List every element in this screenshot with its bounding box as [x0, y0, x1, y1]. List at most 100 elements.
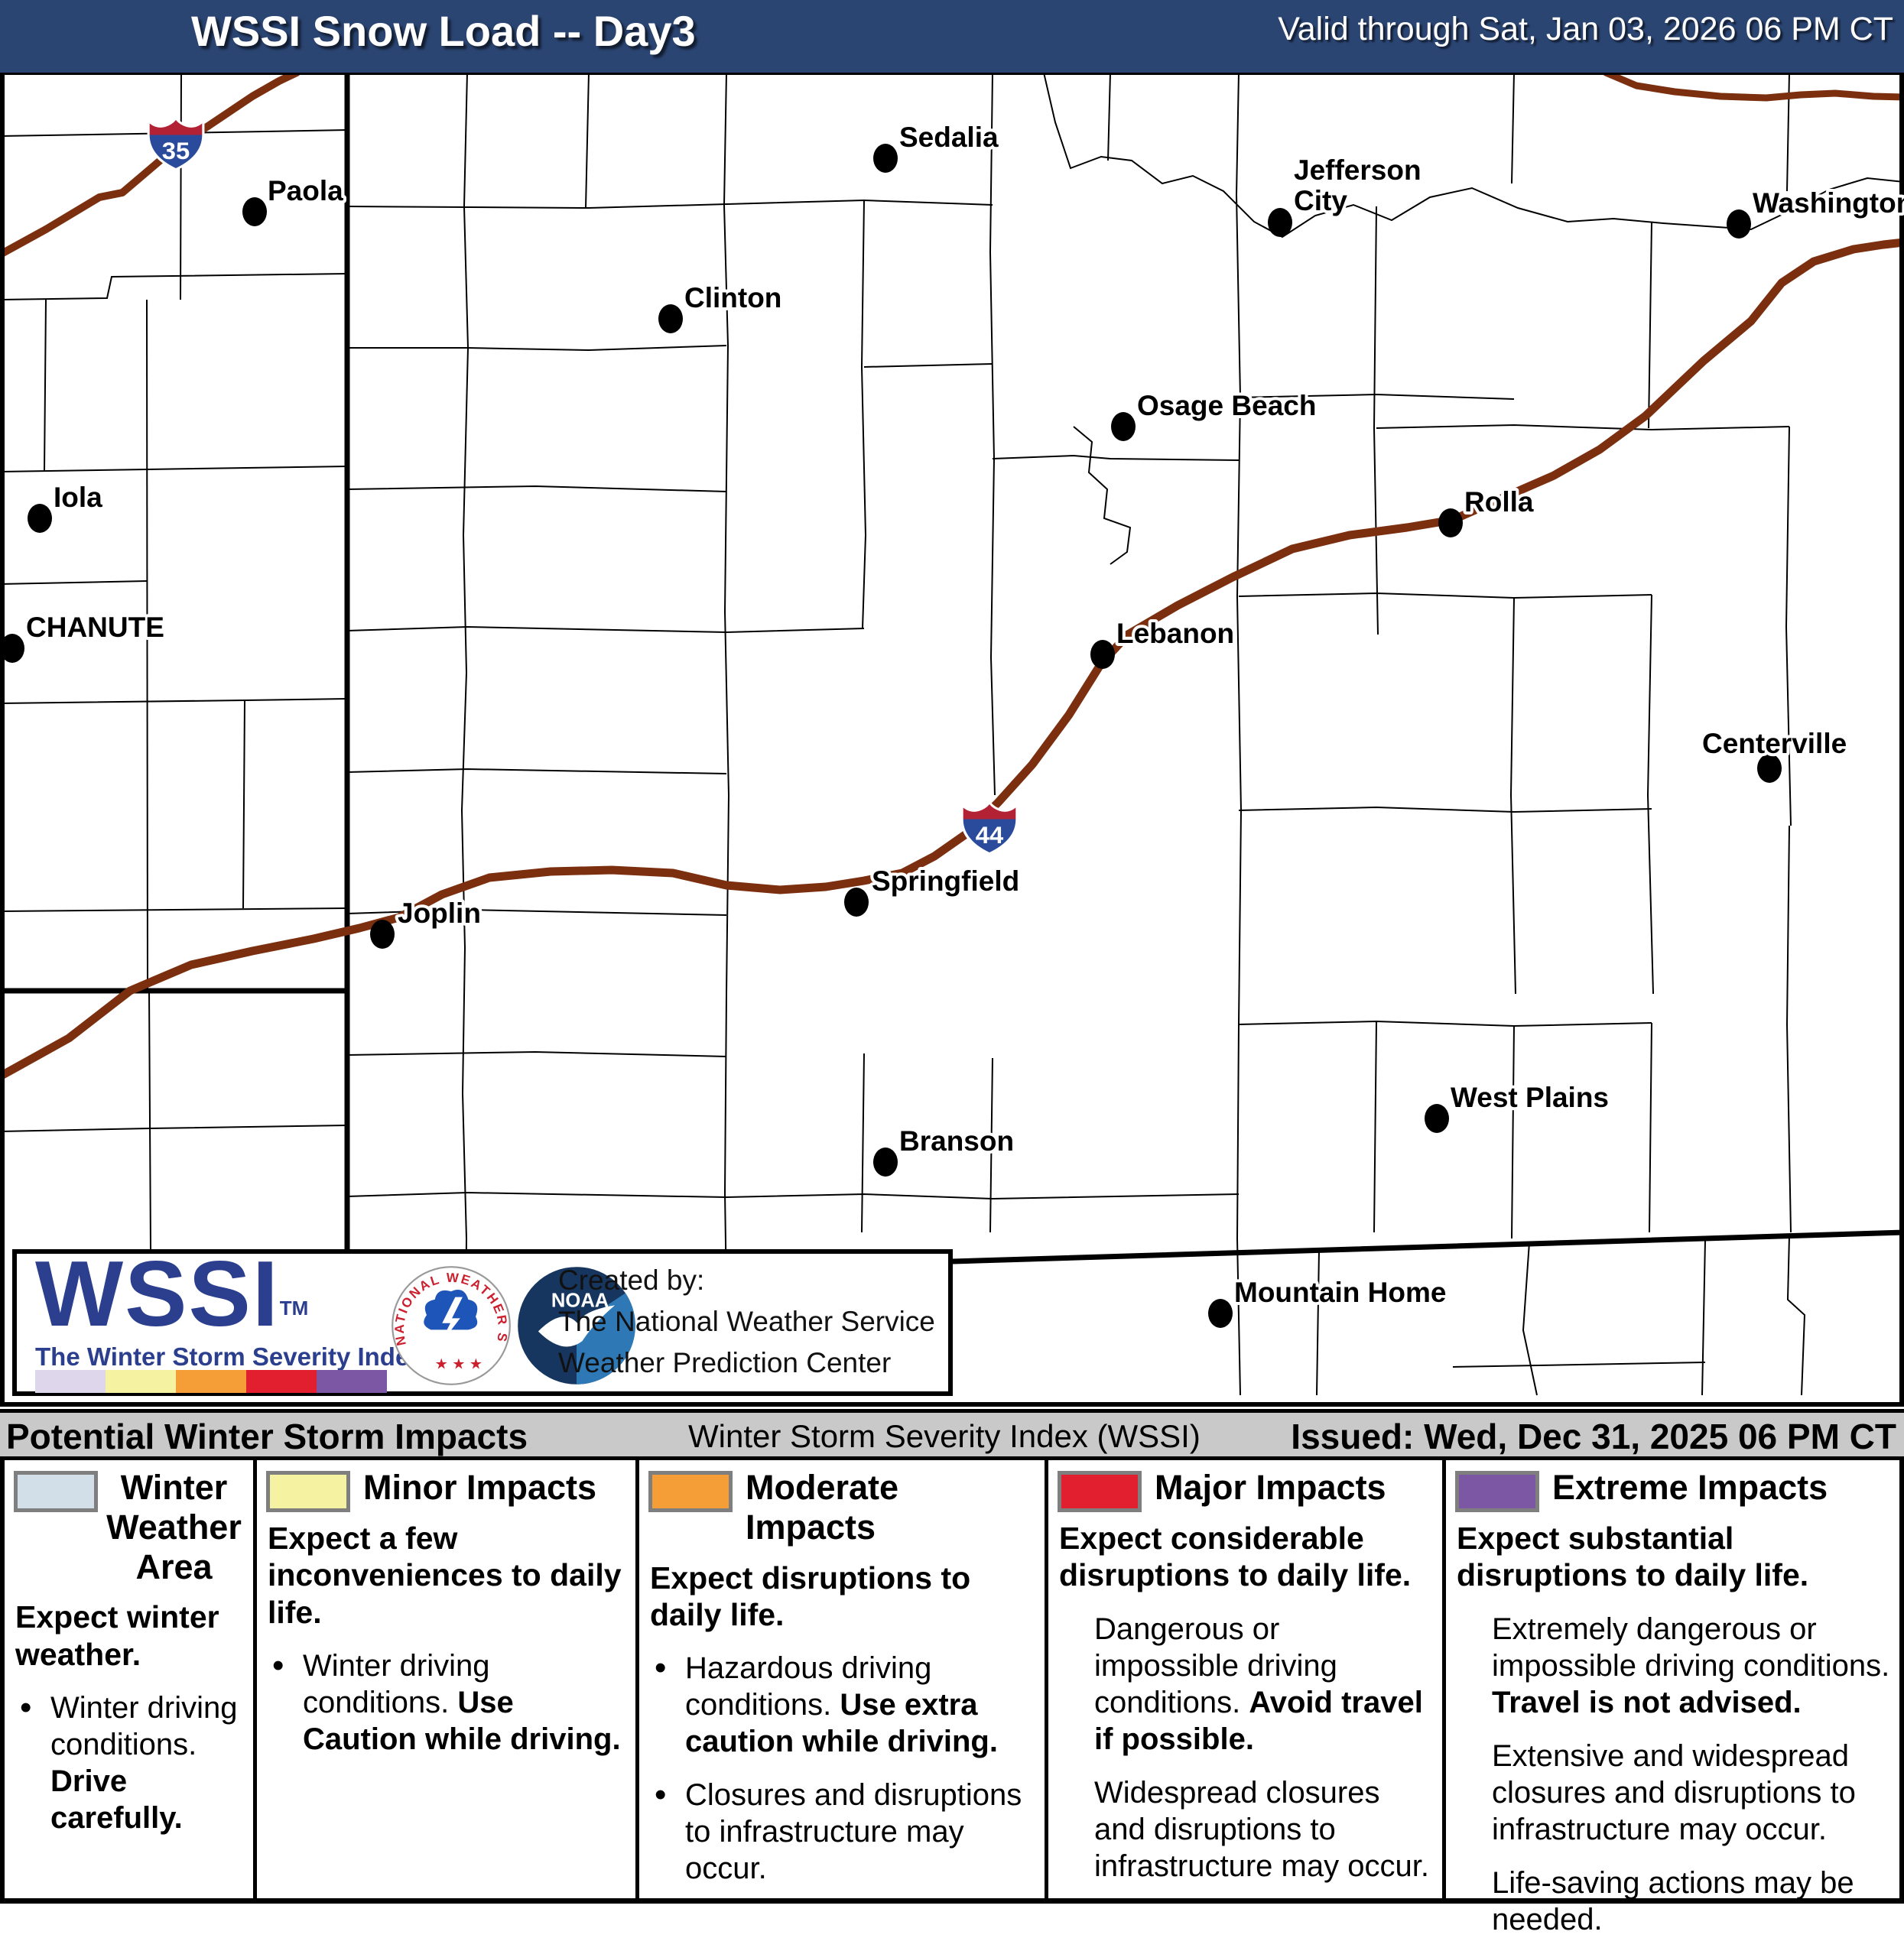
county-boundary [346, 485, 727, 492]
legend-note: Life-saving actions may be needed. [1492, 1865, 1854, 1936]
map-background [0, 73, 1904, 1409]
wssi-logo-text: WSSITM [35, 1242, 309, 1346]
legend-col-minor: Minor Impacts Expect a few inconvenience… [257, 1460, 639, 1898]
city-dot-sedalia [873, 144, 898, 173]
svg-text:NOAA: NOAA [551, 1290, 609, 1311]
svg-text:44: 44 [976, 822, 1004, 849]
highway-top-route [1602, 69, 1904, 102]
city-dot-mountain-home [1208, 1299, 1233, 1328]
county-boundary [992, 454, 1240, 461]
city-label-sedalia: Sedalia [899, 122, 999, 153]
city-dot-iola [28, 504, 52, 533]
county-boundary [1107, 72, 1111, 161]
legend-note: Extremely dangerous or impossible drivin… [1492, 1612, 1890, 1719]
extreme-swatch [1455, 1471, 1539, 1512]
county-boundary [585, 72, 590, 209]
legend-title: Winter Weather Area [106, 1468, 242, 1586]
county-boundary [1073, 426, 1132, 565]
nws-logo-icon: NATIONAL WEATHER SERVICE ★ ★ ★ [390, 1264, 511, 1385]
county-boundary [863, 363, 993, 368]
city-dot-jefferson-city [1268, 208, 1292, 237]
wssi-logo-box: WSSITM The Winter Storm Severity Index N… [12, 1242, 953, 1396]
legend-note: Drive carefully. [50, 1764, 183, 1835]
county-boundary [180, 72, 182, 300]
city-label-iola: Iola [54, 482, 102, 513]
legend-lead: Expect winter weather. [15, 1599, 219, 1672]
county-boundary [1786, 72, 1790, 192]
created-by-text: Created by: The National Weather Service… [558, 1264, 935, 1378]
wssi-subtitle: The Winter Storm Severity Index [35, 1342, 424, 1371]
county-boundary [146, 299, 148, 992]
city-label-mountain-home: Mountain Home [1234, 1277, 1446, 1308]
wssi-severity-strip [35, 1370, 387, 1393]
legend-bullet: Winter driving conditions. [15, 1688, 242, 1763]
city-label-lebanon: Lebanon [1116, 618, 1234, 649]
legend-lead: Expect a few inconveniences to daily lif… [268, 1520, 622, 1630]
county-boundary [989, 1057, 993, 1233]
legend-title: Minor Impacts [363, 1468, 597, 1507]
issued-text: Issued: Wed, Dec 31, 2025 06 PM CT [1291, 1417, 1896, 1456]
legend-note: Dangerous or impossible driving conditio… [1094, 1612, 1423, 1756]
city-label-west-plains: West Plains [1451, 1082, 1609, 1113]
county-boundary [0, 273, 348, 300]
county-boundary [1316, 1250, 1320, 1396]
page-title: WSSI Snow Load -- Day3 [191, 7, 696, 55]
city-label-chanute: CHANUTE [26, 612, 164, 643]
city-label-springfield: Springfield [872, 865, 1019, 897]
legend-col-moderate: Moderate Impacts Expect disruptions to d… [639, 1460, 1048, 1898]
city-label-branson: Branson [899, 1125, 1014, 1157]
county-boundary [0, 907, 348, 912]
county-boundary [1452, 1362, 1706, 1368]
legend-bullet: Closures and disruptions to infrastructu… [650, 1775, 1034, 1887]
strip-major [246, 1370, 317, 1393]
header-bar: WSSI Snow Load -- Day3 Valid through Sat… [0, 0, 1904, 73]
county-boundary [148, 990, 151, 1250]
county-boundary [1785, 426, 1792, 826]
impacts-title: Potential Winter Storm Impacts [6, 1417, 528, 1456]
county-boundary [1235, 72, 1243, 1396]
city-label-jefferson-city: Jefferson City [1294, 154, 1422, 216]
county-boundary [1043, 72, 1904, 239]
county-boundary [1509, 597, 1516, 995]
county-boundary [1511, 1025, 1515, 1239]
city-label-centerville: Centerville [1702, 728, 1847, 759]
city-label-joplin: Joplin [398, 898, 481, 929]
interstate-35-shield-icon: 35 [147, 118, 205, 170]
county-boundary [346, 625, 865, 634]
county-boundary [1238, 592, 1652, 599]
county-boundary [1238, 1020, 1652, 1027]
winter-weather-swatch [14, 1471, 98, 1512]
county-boundary [1373, 1021, 1377, 1233]
city-dot-branson [873, 1148, 898, 1177]
county-boundary [0, 580, 148, 585]
strip-winter-weather [35, 1370, 106, 1393]
legend-note: Widespread closures and disruptions to i… [1094, 1775, 1429, 1883]
county-boundary [44, 299, 47, 472]
city-dot-washington [1727, 209, 1751, 239]
legend-bullet: Winter driving conditions. Use Caution w… [268, 1646, 625, 1758]
wssi-index-label: Winter Storm Severity Index (WSSI) [688, 1418, 1201, 1454]
legend-bullet: Hazardous driving conditions. Use extra … [650, 1648, 1034, 1760]
strip-extreme [317, 1370, 387, 1393]
city-dot-springfield [844, 888, 869, 917]
minor-swatch [266, 1471, 350, 1512]
city-label-clinton: Clinton [684, 282, 781, 313]
legend-lead: Expect disruptions to daily life. [650, 1560, 971, 1632]
moderate-swatch [648, 1471, 733, 1512]
strip-minor [106, 1370, 176, 1393]
county-boundary [346, 908, 727, 916]
highway-I-44 [0, 238, 1904, 1081]
noaa-logo-icon: NOAA [518, 1267, 635, 1385]
county-boundary [242, 700, 245, 909]
city-dot-rolla [1438, 508, 1463, 537]
legend-title: Extreme Impacts [1552, 1468, 1828, 1507]
city-label-osage-beach: Osage Beach [1137, 390, 1316, 421]
county-boundary [723, 72, 730, 1396]
county-boundary [1701, 1239, 1706, 1396]
county-boundary [1648, 221, 1652, 429]
interstate-44-shield-icon: 44 [960, 802, 1019, 855]
legend: Winter Weather Area Expect winter weathe… [0, 1460, 1904, 1936]
